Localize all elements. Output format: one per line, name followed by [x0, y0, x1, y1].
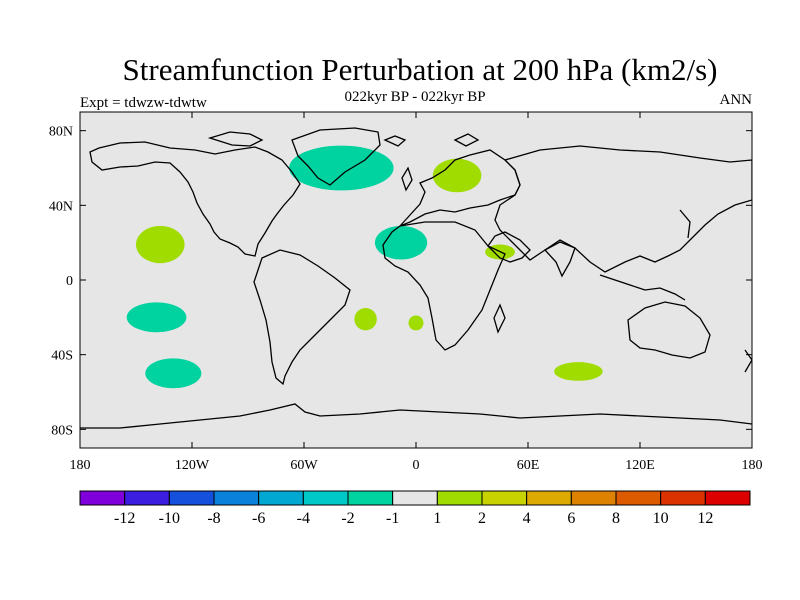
anomaly-region-indian-ocean-south — [554, 362, 603, 381]
colorbar-label: -2 — [341, 510, 354, 527]
anomaly-region-tropical-atlantic — [374, 225, 428, 260]
colorbar-label: 6 — [567, 510, 575, 527]
coastline-indonesia — [599, 274, 686, 301]
x-tick-label: 60E — [517, 458, 540, 473]
coastline-australia — [627, 301, 711, 359]
coastline-north-america — [89, 141, 301, 257]
map-plot-area: 180 120W 60W 0 60E 120E 180 80N 40N 0 40S 80S — [49, 111, 763, 473]
coastline-south-america — [253, 249, 351, 386]
anomaly-region-north-pacific — [136, 225, 185, 264]
colorbar-label: 1 — [433, 510, 441, 527]
colorbar-swatch — [168, 490, 215, 506]
colorbar-label: -8 — [207, 510, 220, 527]
colorbar-label: -4 — [297, 510, 310, 527]
x-tick-label: 120W — [175, 458, 210, 473]
colorbar-label: 2 — [478, 510, 486, 527]
coastline-india — [543, 241, 576, 278]
axis-ticks: 180 120W 60W 0 60E 120E 180 80N 40N 0 40S 80S — [49, 112, 763, 473]
coastline-africa — [382, 221, 506, 351]
anomaly-regions — [126, 145, 603, 389]
x-tick-label: 180 — [70, 458, 91, 473]
colorbar-swatch — [347, 490, 394, 506]
coastline-uk — [401, 166, 413, 192]
colorbar-swatch — [392, 490, 438, 506]
colorbar-swatch — [526, 490, 572, 506]
x-tick-label: 180 — [742, 458, 763, 473]
colorbar-swatch — [481, 490, 528, 506]
coastline-asia — [494, 145, 752, 273]
colorbar-label: -12 — [114, 510, 135, 527]
coastline-madagascar — [493, 303, 506, 334]
colorbar-swatch — [213, 490, 260, 506]
y-tick-label: 80N — [49, 125, 73, 140]
coastline-new-zealand — [744, 349, 752, 373]
experiment-label: Expt = tdwzw-tdwtw — [80, 95, 207, 111]
anomaly-region-south-atlantic-west — [354, 308, 377, 331]
y-tick-label: 0 — [66, 274, 73, 289]
anomaly-region-south-atlantic-east — [408, 315, 424, 331]
colorbar-label: -10 — [159, 510, 180, 527]
y-tick-label: 40N — [49, 199, 73, 214]
colorbar: -12 -10 -8 -6 -4 -2 -1 1 2 4 6 8 10 12 — [79, 490, 751, 527]
colorbar-label: 4 — [523, 510, 531, 527]
colorbar-label: -1 — [386, 510, 399, 527]
x-tick-label: 0 — [413, 458, 420, 473]
anomaly-region-south-pacific-south — [145, 358, 202, 389]
colorbar-swatch — [660, 490, 706, 506]
anomaly-region-north-atlantic — [289, 145, 394, 191]
coastline-arabia — [487, 231, 531, 263]
colorbar-label: 10 — [653, 510, 669, 527]
colorbar-label: -6 — [252, 510, 265, 527]
colorbar-swatch — [704, 490, 751, 506]
colorbar-swatch — [436, 490, 483, 506]
colorbar-swatch — [124, 490, 170, 506]
anomaly-region-south-pacific-west — [126, 302, 187, 333]
colorbar-swatch — [258, 490, 304, 506]
coastline-japan — [679, 209, 691, 239]
season-label: ANN — [719, 92, 753, 108]
chart-title: Streamfunction Perturbation at 200 hPa (… — [122, 52, 718, 87]
coastline-arctic-islands — [207, 131, 480, 147]
colorbar-swatch — [570, 490, 617, 506]
coastline-greenland — [291, 127, 381, 186]
chart-subtitle: 022kyr BP - 022kyr BP — [344, 89, 486, 105]
y-tick-label: 40S — [51, 349, 73, 364]
anomaly-region-europe — [432, 158, 482, 193]
colorbar-swatch — [302, 490, 349, 506]
colorbar-swatch — [79, 490, 126, 506]
y-tick-label: 80S — [51, 423, 73, 438]
colorbar-label: 8 — [612, 510, 620, 527]
colorbar-label: 12 — [697, 510, 713, 527]
x-tick-label: 120E — [625, 458, 655, 473]
colorbar-swatch — [615, 490, 662, 506]
coastlines — [80, 127, 752, 429]
x-tick-label: 60W — [290, 458, 318, 473]
coastline-antarctica — [80, 403, 752, 429]
